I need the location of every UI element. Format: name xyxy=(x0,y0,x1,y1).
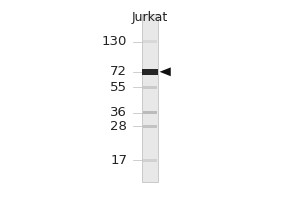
Bar xyxy=(143,125,157,128)
Text: 72: 72 xyxy=(110,65,127,78)
Bar xyxy=(143,111,157,114)
Bar xyxy=(142,69,158,75)
Bar xyxy=(143,40,157,43)
Text: 130: 130 xyxy=(102,35,127,48)
Polygon shape xyxy=(160,67,171,76)
Text: 17: 17 xyxy=(110,154,127,167)
Bar xyxy=(142,14,158,182)
Bar xyxy=(143,86,157,89)
Text: 55: 55 xyxy=(110,81,127,94)
Bar xyxy=(143,159,157,162)
Text: 36: 36 xyxy=(110,106,127,119)
Text: 28: 28 xyxy=(110,120,127,133)
Text: Jurkat: Jurkat xyxy=(132,11,168,24)
